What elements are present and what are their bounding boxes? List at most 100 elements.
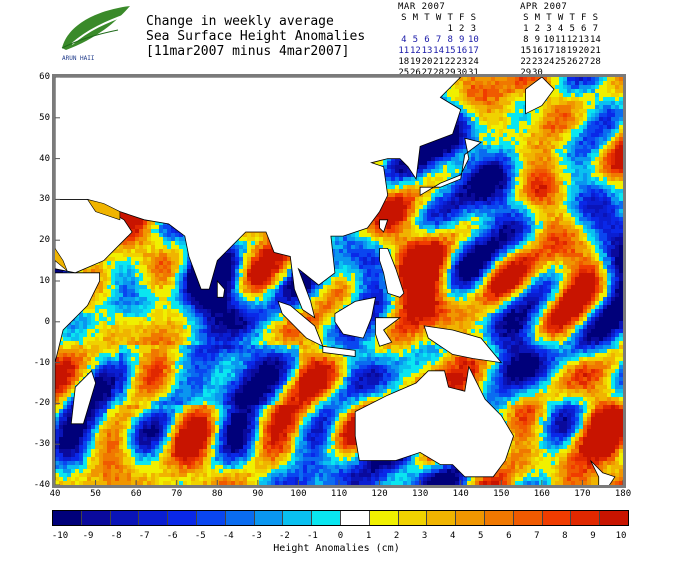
- weekday-label: S: [470, 13, 477, 23]
- calendar-day: 6: [581, 24, 587, 34]
- colorbar-swatch: [254, 511, 284, 525]
- weekday-label: T: [546, 13, 552, 23]
- calendar-day: [410, 24, 422, 35]
- calendar-day: 18: [555, 46, 566, 56]
- colorbar-tick-label: 1: [365, 531, 372, 541]
- land-polygon: [375, 317, 402, 347]
- colorbar-swatch: [513, 511, 543, 525]
- calendar-week: 8 9 1011121314: [520, 35, 601, 46]
- calendar-day: [421, 24, 433, 35]
- colorbar-swatch: [225, 511, 255, 525]
- calendar-day: 22: [520, 57, 532, 67]
- colorbar-tick-label: -1: [307, 531, 318, 541]
- colorbar-swatch: [484, 511, 514, 525]
- colorbar-title: Height Anomalies (cm): [273, 543, 400, 554]
- inland-sea: [86, 198, 121, 221]
- calendar-week: 15161718192021: [520, 46, 601, 57]
- colorbar-tick-label: -9: [82, 531, 94, 541]
- longitude-tick-label: 40: [49, 489, 61, 499]
- colorbar-tick-label: 0: [337, 531, 344, 541]
- colorbar-tick-label: 8: [562, 531, 568, 541]
- calendar-day: 14: [433, 46, 444, 56]
- calendar-day: 23: [531, 57, 543, 67]
- colorbar-swatch: [312, 511, 341, 525]
- calendar-day: 5: [569, 24, 575, 34]
- calendar-day: 19: [566, 46, 578, 56]
- calendar-day: 10: [467, 35, 479, 45]
- calendar-day: 3: [470, 24, 477, 34]
- calendar-day: 13: [421, 46, 433, 56]
- axis-tick-marks: [55, 77, 623, 485]
- weekday-label: F: [581, 13, 587, 23]
- calendar-day: 24: [467, 57, 479, 67]
- colorbar-tick-label: -4: [222, 531, 234, 541]
- title-line-1: Change in weekly average: [146, 14, 334, 29]
- calendar-day: 11: [398, 46, 410, 56]
- calendar-day: 29: [520, 68, 532, 78]
- longitude-tick-label: 90: [252, 489, 264, 499]
- calendar-day: 19: [409, 57, 421, 67]
- longitude-tick-label: 70: [171, 489, 183, 499]
- calendar-day: [433, 24, 445, 35]
- calendar-day: 31: [467, 68, 479, 78]
- colorbar-swatch: [139, 511, 169, 525]
- weekday-label: T: [424, 13, 430, 23]
- calendar-day: 16: [456, 46, 468, 56]
- weekday-label: F: [459, 13, 465, 23]
- latitude-tick-label: 0: [44, 316, 50, 327]
- land-polygon: [379, 219, 389, 233]
- colorbar-tick-label: 5: [478, 531, 484, 541]
- land-polygon: [322, 345, 356, 357]
- calendar-day: 20: [421, 57, 433, 67]
- colorbar-swatch: [53, 511, 82, 525]
- weekday-label: M: [412, 13, 419, 23]
- land-polygon: [354, 365, 514, 478]
- calendar-week: 4 5 6 7 8 9 10: [398, 35, 479, 46]
- latitude-tick-label: -20: [33, 398, 50, 409]
- weekday-label: S: [401, 13, 407, 23]
- colorbar-swatch: [283, 511, 313, 525]
- calendar-day: 5: [412, 35, 419, 45]
- leaf-logo-icon: ARUN HAII: [61, 6, 131, 62]
- calendar-day: 7: [592, 24, 599, 34]
- weekday-label: W: [435, 13, 442, 23]
- land-polygon: [70, 370, 97, 425]
- calendar-day: 8: [447, 35, 453, 45]
- calendar-week: 18192021222324: [398, 57, 479, 68]
- colorbar-swatch: [427, 511, 457, 525]
- colorbar-swatch: [340, 511, 370, 525]
- colorbar-tick-label: -10: [51, 531, 69, 541]
- weekday-label: T: [447, 13, 453, 23]
- colorbar-tick-label: 9: [590, 531, 596, 541]
- calendar-day: 30: [456, 68, 468, 78]
- sea-surface-height-map: [55, 77, 623, 485]
- calendar-day: 17: [543, 46, 555, 56]
- land-polygon: [55, 272, 100, 485]
- colorbar-tick-label: 3: [421, 531, 428, 541]
- colorbar-tick-label: 6: [506, 531, 512, 541]
- calendar-day: 1: [447, 24, 453, 34]
- calendar-day: 30: [531, 68, 543, 78]
- calendar-mar-2007: MAR 2007 S M T W T F S 1 2 3 4 5 6 7 8 9 10 1112131415161…: [398, 2, 479, 79]
- calendar-day: 22: [444, 57, 456, 67]
- colorbar: [52, 510, 629, 526]
- latitude-tick-label: -30: [33, 439, 50, 450]
- weekday-label: W: [557, 13, 564, 23]
- calendar-day: 9: [459, 35, 465, 45]
- inland-sea: [55, 247, 68, 272]
- colorbar-swatch: [456, 511, 485, 525]
- calendar-day: 18: [398, 57, 410, 67]
- calendar-day: 21: [589, 46, 601, 56]
- calendar-day: [398, 24, 410, 35]
- calendar-day: 12: [409, 46, 421, 56]
- colorbar-swatch: [571, 511, 601, 525]
- land-polygon: [419, 137, 482, 197]
- calendar-day: 12: [566, 35, 578, 45]
- colorbar-swatch: [542, 511, 572, 525]
- landmasses: [55, 77, 616, 485]
- title-line-3: [11mar2007 minus 4mar2007]: [146, 44, 350, 59]
- colorbar-swatch: [600, 511, 628, 525]
